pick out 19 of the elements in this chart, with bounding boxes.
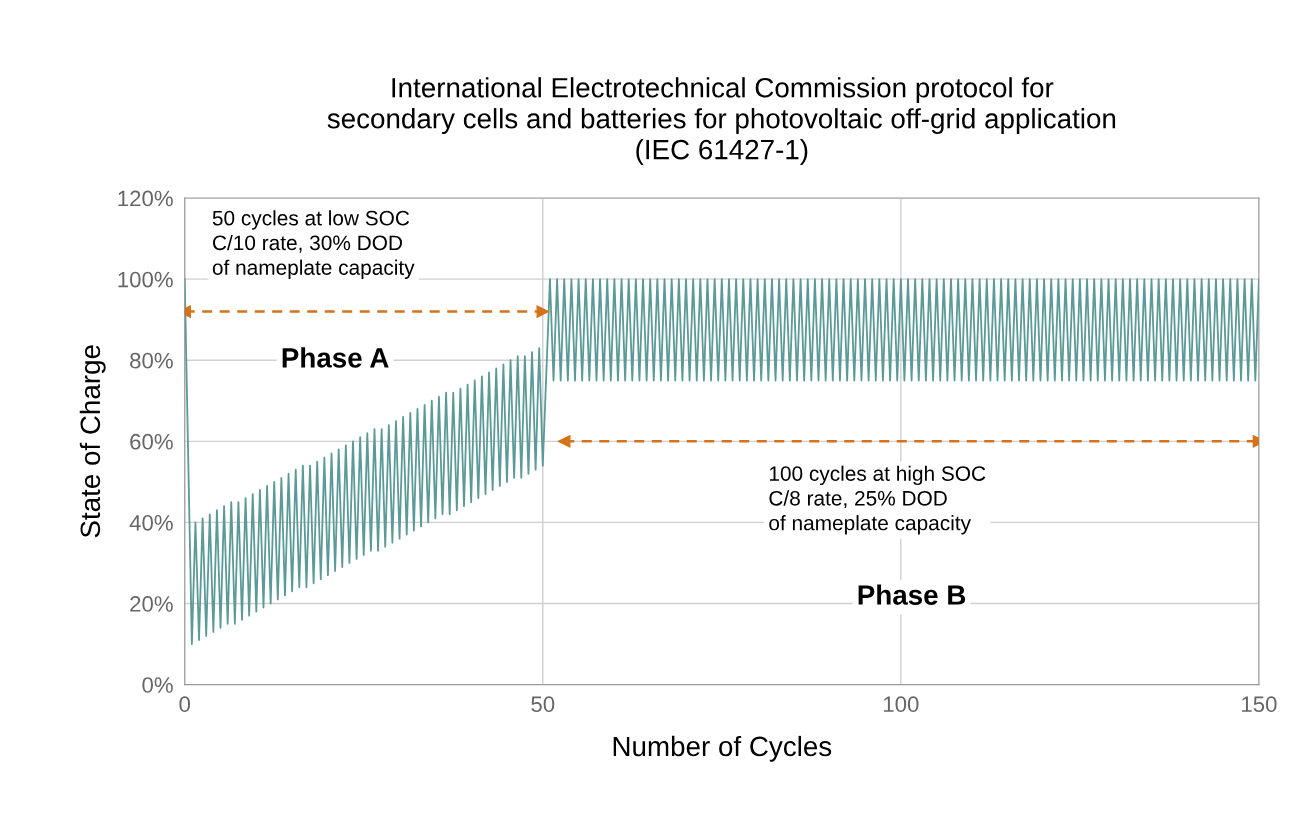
y-tick-label: 80% [130, 352, 173, 369]
chart-title: International Electrotechnical Commission protocol for secondary cells and batteries for photovoltaic off-grid application (IEC 61427-1) [327, 77, 1116, 165]
y-tick-label: 20% [130, 596, 173, 612]
annotation: 100 cycles at high SOC C/8 rate, 25% DOD of nameplate capacity [769, 465, 986, 535]
annotation: Phase B [858, 584, 966, 605]
x-tick-label: 150 [1242, 696, 1277, 713]
x-tick-label: 100 [884, 696, 919, 713]
x-tick-label: 0 [179, 696, 191, 713]
x-tick-label: 50 [531, 696, 555, 713]
y-tick-label: 40% [129, 514, 173, 531]
y-tick-label: 120% [118, 190, 173, 207]
x-axis-title: Number of Cycles [613, 735, 832, 762]
y-tick-label: 60% [130, 433, 173, 450]
line-series [184, 278, 1259, 645]
annotation: 50 cycles at low SOC C/10 rate, 30% DOD of nameplate capacity [212, 210, 415, 280]
y-axis-title: State of Charge [79, 345, 106, 538]
annotation: Phase A [282, 347, 389, 368]
y-tick-label: 0% [142, 677, 173, 693]
y-tick-label: 100% [118, 271, 173, 288]
